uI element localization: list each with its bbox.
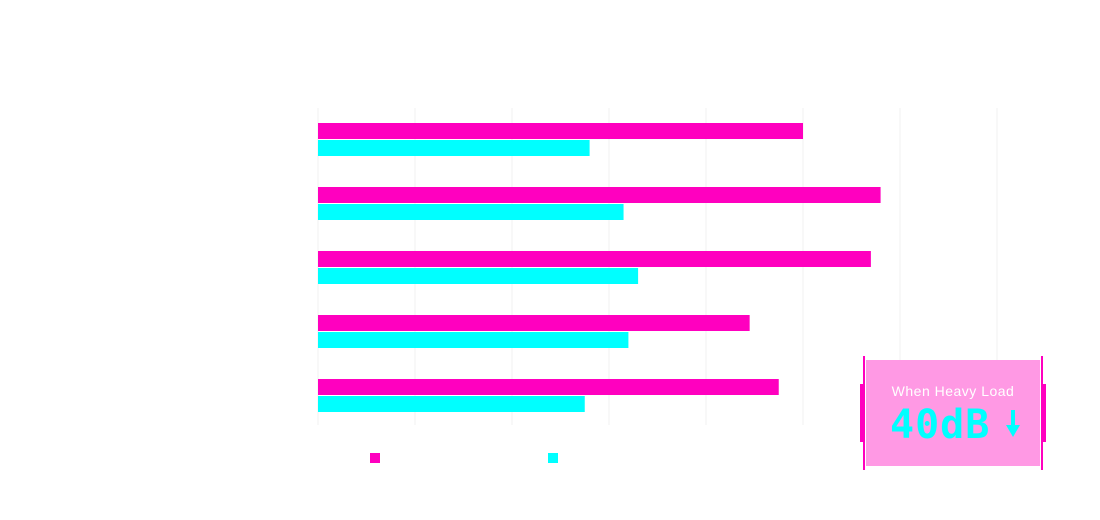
- bar-series-1-row-5: [318, 379, 779, 395]
- callout-frame-right-accent: [1043, 384, 1046, 442]
- bar-series-1-row-2: [318, 187, 881, 203]
- bar-series-2-row-1: [318, 140, 590, 156]
- arrow-down-icon: [1006, 410, 1020, 437]
- bar-series-2-row-4: [318, 332, 629, 348]
- bar-series-2-row-2: [318, 204, 624, 220]
- callout-frame-left: [863, 356, 865, 470]
- bar-series-1-row-1: [318, 123, 803, 139]
- bar-series-1-row-3: [318, 251, 871, 267]
- bars: [318, 123, 881, 412]
- legend-swatch: [370, 453, 380, 463]
- callout-frame-left-accent: [860, 384, 863, 442]
- callout-value: 40dB: [890, 402, 991, 448]
- bar-series-2-row-3: [318, 268, 639, 284]
- heavy-load-callout: When Heavy Load 40dB: [860, 356, 1046, 470]
- bar-series-1-row-4: [318, 315, 750, 331]
- legend-item-series-2: [548, 453, 566, 463]
- callout-caption: When Heavy Load: [891, 383, 1015, 399]
- legend-item-series-1: [370, 453, 388, 463]
- legend-swatch: [548, 453, 558, 463]
- bar-series-2-row-5: [318, 396, 585, 412]
- callout-frame-right: [1041, 356, 1043, 470]
